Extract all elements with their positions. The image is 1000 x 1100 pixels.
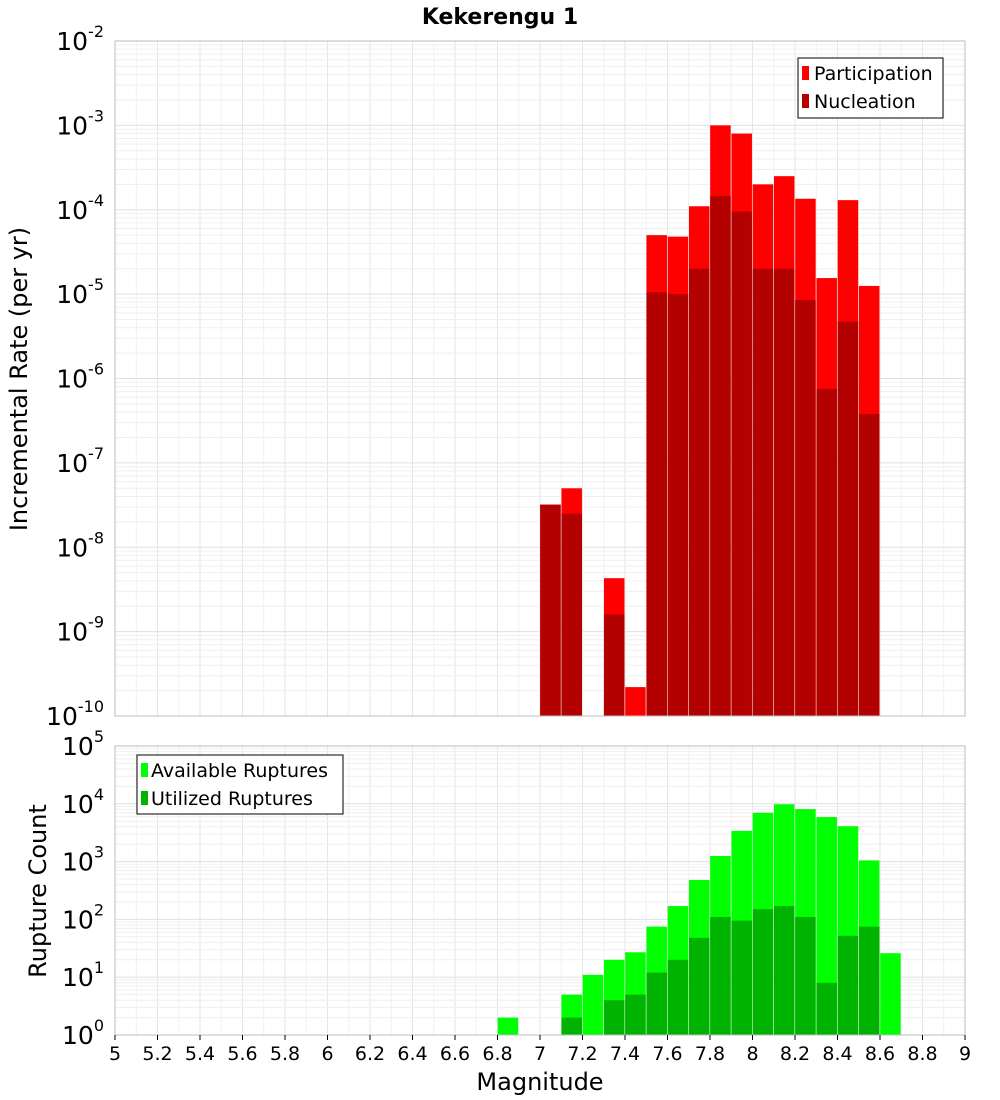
count-panel: 100 101 102 103 104 105 5 5.2 5.4 5.6 5.8 6 6.2 6.4 6… [24,727,971,1096]
count-y-tick-label: 102 [62,900,104,934]
rate-bar-nucleation [816,389,837,716]
count-bar-utilized-ruptures [561,1017,582,1035]
count-bars [497,804,901,1035]
rate-legend: Participation Nucleation [797,57,944,119]
x-tick-label: 6.8 [482,1043,512,1065]
count-bar-utilized-ruptures [837,935,859,1035]
x-tick-label: 6.4 [397,1043,427,1065]
legend-swatch-participation [802,66,809,80]
rate-legend-box [797,57,944,119]
x-tick-label: 5 [109,1043,121,1065]
count-x-ticks: 5 5.2 5.4 5.6 5.8 6 6.2 6.4 6.6 6.8 7 7.2 7.4 7.6 7.8 8… [109,1035,971,1065]
count-bar-available-ruptures [816,817,837,1035]
x-tick-label: 6 [321,1043,333,1065]
count-bar-utilized-ruptures [710,917,731,1035]
x-tick-label: 7.8 [695,1043,725,1065]
rate-bar-nucleation [795,300,816,716]
x-tick-label: 8.8 [907,1043,937,1065]
count-bar-utilized-ruptures [603,1000,625,1035]
count-y-tick-label: 100 [62,1016,104,1050]
x-tick-label: 8 [746,1043,758,1065]
count-bar-available-ruptures [497,1017,519,1035]
legend-swatch-nucleation [802,94,809,108]
count-y-tick-label: 101 [62,958,104,992]
legend-label-nucleation: Nucleation [814,91,916,113]
x-tick-label: 6.6 [440,1043,470,1065]
x-tick-label: 8.2 [780,1043,810,1065]
rate-bar-nucleation [603,614,625,716]
x-tick-label: 7 [534,1043,546,1065]
legend-label-available: Available Ruptures [151,760,328,782]
x-tick-label: 5.4 [185,1043,215,1065]
rate-panel: 10-10 10-9 10-8 10-7 10-6 10-5 10-4 10-3 10-2 In… [5,22,966,731]
count-y-tick-label: 103 [62,843,104,877]
count-bar-utilized-ruptures [688,937,710,1035]
rate-bar-nucleation [773,268,795,716]
rate-y-tick-label: 10-6 [56,360,104,394]
x-tick-label: 7.4 [610,1043,640,1065]
rate-bar-nucleation [858,413,880,716]
x-tick-label: 5.6 [227,1043,257,1065]
count-bar-utilized-ruptures [752,909,774,1035]
count-y-tick-label: 105 [62,727,104,761]
x-tick-label: 7.6 [652,1043,682,1065]
rate-grid [114,41,966,717]
rate-bars [540,125,880,717]
rate-bar-nucleation [752,268,774,716]
rate-bar-nucleation [710,196,731,716]
count-bar-utilized-ruptures [625,994,646,1035]
rate-bar-nucleation [731,211,752,716]
x-tick-label: 5.2 [142,1043,172,1065]
legend-label-participation: Participation [814,63,933,85]
legend-label-utilized: Utilized Ruptures [151,788,313,810]
rate-y-tick-label: 10-2 [56,22,104,56]
rate-bar-participation [625,687,646,716]
rate-y-axis-label: Incremental Rate (per yr) [5,227,33,531]
x-tick-label: 8.4 [822,1043,852,1065]
legend-swatch-utilized [141,791,148,805]
x-axis-label: Magnitude [476,1068,603,1096]
x-tick-label: 7.2 [567,1043,597,1065]
count-legend-box [136,754,344,815]
rate-y-tick-label: 10-7 [56,444,104,478]
count-bar-utilized-ruptures [816,982,837,1035]
x-tick-label: 6.2 [355,1043,385,1065]
count-bar-utilized-ruptures [667,959,689,1035]
count-bar-utilized-ruptures [858,926,880,1035]
rate-y-tick-label: 10-9 [56,613,104,647]
rate-y-tick-label: 10-8 [56,528,104,562]
rate-bar-nucleation [646,292,667,716]
chart-title: Kekerengu 1 [422,5,578,30]
count-legend: Available Ruptures Utilized Ruptures [136,754,344,815]
count-bar-utilized-ruptures [773,906,795,1035]
rate-plot-frame [114,40,966,717]
rate-y-tick-label: 10-4 [56,191,104,225]
count-bar-utilized-ruptures [731,920,752,1035]
count-y-tick-label: 104 [62,785,104,819]
rate-bar-nucleation [540,504,561,716]
rate-bar-nucleation [667,294,689,716]
rate-y-tick-label: 10-10 [46,697,104,731]
rate-bar-nucleation [837,321,859,716]
rate-y-tick-label: 10-5 [56,275,104,309]
legend-swatch-available [141,763,148,777]
rate-y-ticks: 10-10 10-9 10-8 10-7 10-6 10-5 10-4 10-3 10-2 [46,22,104,731]
count-bar-utilized-ruptures [795,917,816,1035]
count-bar-available-ruptures [880,953,901,1035]
rate-y-tick-label: 10-3 [56,106,104,140]
count-y-ticks: 100 101 102 103 104 105 [62,727,104,1050]
count-bar-utilized-ruptures [646,972,667,1035]
rate-bar-nucleation [561,513,582,716]
count-y-axis-label: Rupture Count [24,804,52,978]
x-tick-label: 8.6 [865,1043,895,1065]
x-tick-label: 9 [959,1043,971,1065]
rate-bar-nucleation [688,268,710,716]
x-tick-label: 5.8 [270,1043,300,1065]
count-bar-available-ruptures [582,974,604,1035]
